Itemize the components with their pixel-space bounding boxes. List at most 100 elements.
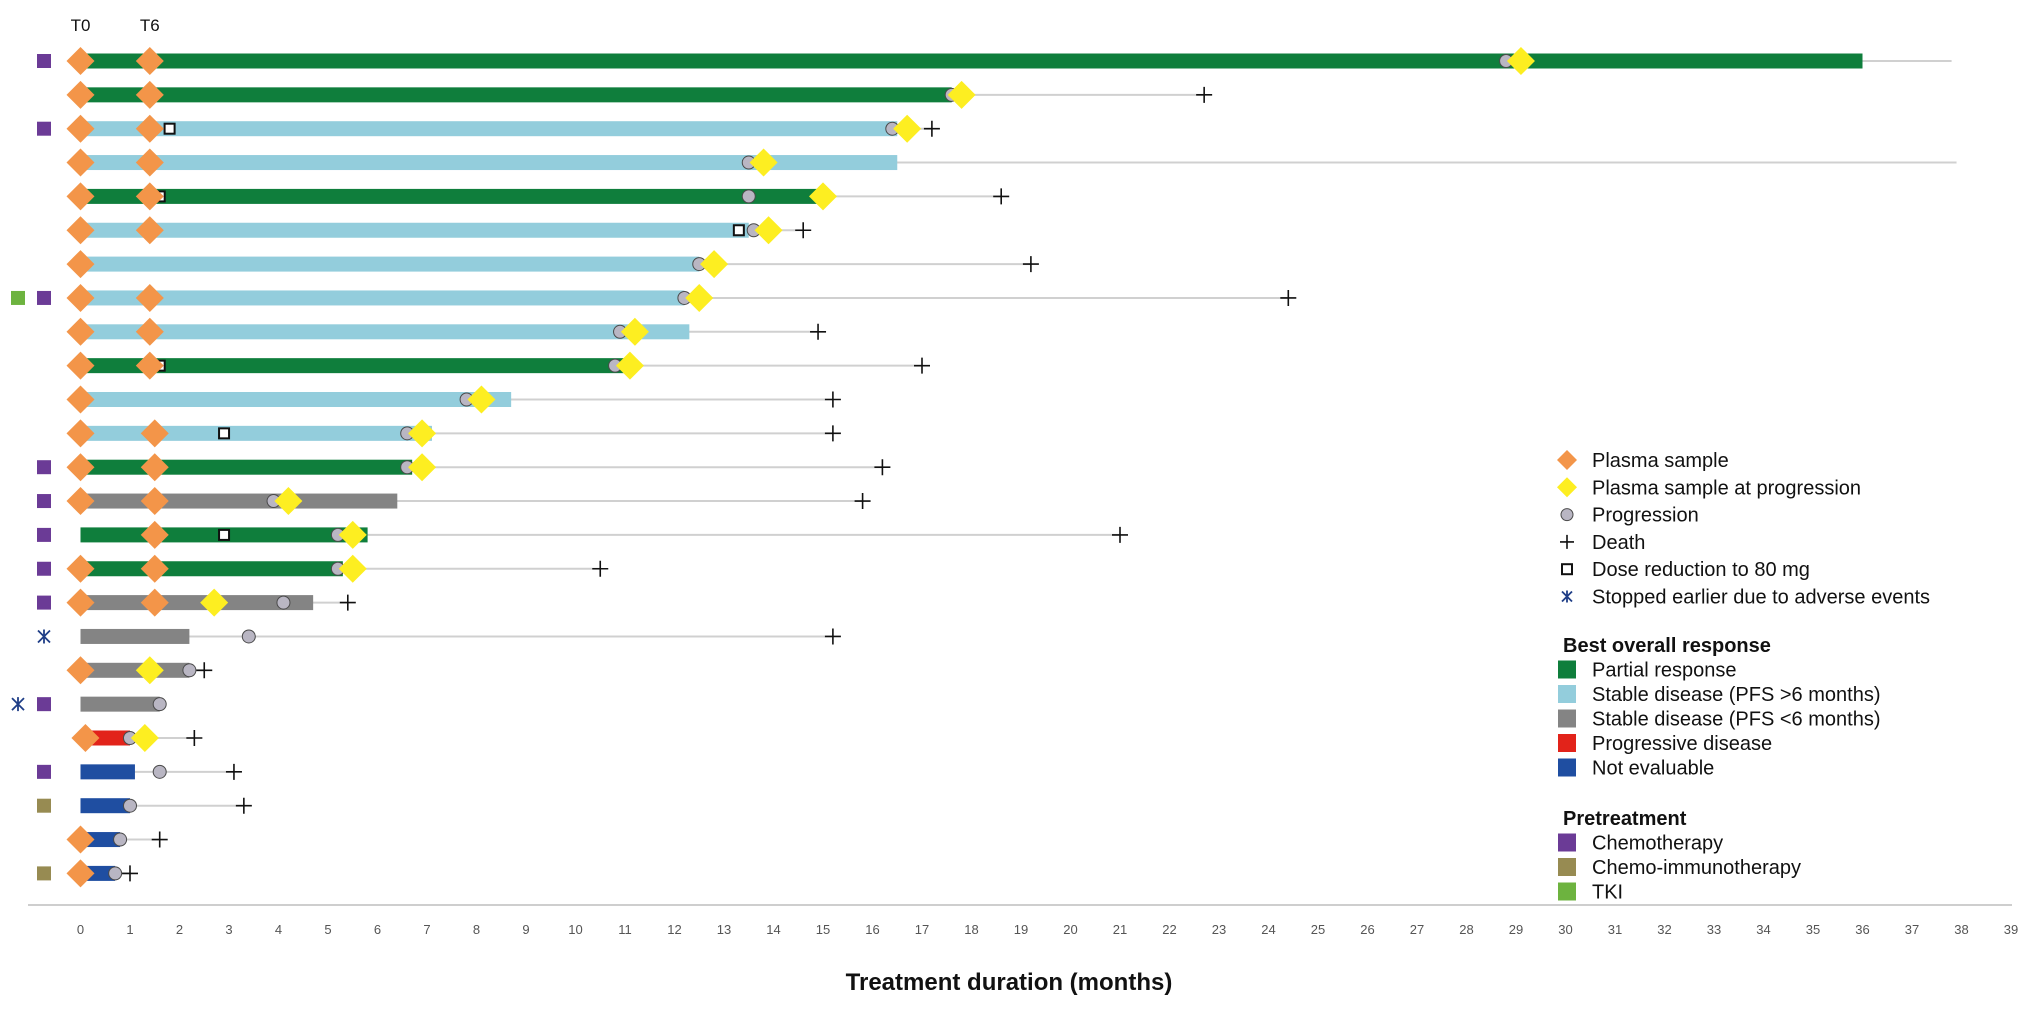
plasma-sample-marker xyxy=(135,283,164,312)
plasma-sample-marker xyxy=(140,453,169,482)
plasma-progression-marker xyxy=(809,182,837,211)
x-tick-label: 20 xyxy=(1063,922,1077,937)
plasma-progression-marker xyxy=(135,656,164,685)
legend-label-plasma_prog: Plasma sample at progression xyxy=(1592,477,1861,499)
plasma-progression-marker xyxy=(615,351,644,380)
plasma-progression-marker xyxy=(338,554,367,583)
death-marker xyxy=(1022,256,1039,273)
legend-label-progression: Progression xyxy=(1592,505,1699,527)
x-tick-label: 31 xyxy=(1608,922,1622,937)
legend-plasma-icon xyxy=(1557,450,1577,470)
plasma-progression-marker xyxy=(947,80,976,109)
dose-reduction-marker xyxy=(218,528,231,541)
pretreatment-marker xyxy=(37,121,51,136)
legend-pretreatment-title: Pretreatment xyxy=(1563,808,1687,830)
response-bar xyxy=(80,188,823,204)
x-tick-label: 16 xyxy=(865,922,879,937)
x-tick-label: 19 xyxy=(1014,922,1028,937)
x-tick-label: 39 xyxy=(2004,922,2018,937)
death-marker xyxy=(1196,86,1213,103)
death-marker xyxy=(824,425,841,442)
x-tick-label: 1 xyxy=(126,922,133,937)
legend-response-swatch xyxy=(1558,709,1576,728)
plasma-progression-marker xyxy=(754,216,783,245)
plasma-sample-marker xyxy=(66,656,95,685)
response-bar xyxy=(80,764,135,780)
plasma-progression-marker xyxy=(338,520,367,549)
legend-dose-reduction-icon xyxy=(1561,563,1573,576)
plasma-sample-marker xyxy=(140,554,169,583)
death-marker xyxy=(923,120,940,137)
pretreatment-marker xyxy=(37,290,51,305)
death-marker xyxy=(235,797,252,814)
x-tick-label: 18 xyxy=(964,922,978,937)
death-marker xyxy=(854,493,871,510)
legend-response-label: Not evaluable xyxy=(1592,758,1714,780)
response-bar xyxy=(80,222,749,238)
pretreatment-marker xyxy=(37,460,51,475)
plasma-progression-marker xyxy=(893,114,922,143)
death-marker xyxy=(186,730,203,746)
adverse-event-icon xyxy=(37,629,51,644)
x-tick-label: 28 xyxy=(1459,922,1473,937)
plasma-sample-marker xyxy=(135,47,164,75)
plasma-sample-marker xyxy=(135,148,164,177)
x-tick-label: 32 xyxy=(1657,922,1671,937)
pretreatment-marker xyxy=(37,527,51,542)
plasma-progression-marker xyxy=(200,588,229,617)
x-tick-label: 4 xyxy=(275,922,282,937)
legend-response-swatch xyxy=(1558,734,1576,752)
adverse-event-icon xyxy=(11,697,25,712)
plasma-sample-marker xyxy=(140,588,169,617)
progression-marker xyxy=(113,832,128,847)
plasma-sample-marker xyxy=(66,114,95,143)
plasma-sample-marker xyxy=(140,520,169,549)
pretreatment-marker xyxy=(37,561,51,576)
death-marker xyxy=(196,662,213,679)
progression-marker xyxy=(182,663,197,678)
plasma-sample-marker xyxy=(66,825,95,854)
death-marker xyxy=(122,865,138,882)
plasma-sample-marker xyxy=(66,453,95,482)
plasma-sample-marker xyxy=(135,216,164,245)
plasma-sample-marker xyxy=(66,250,95,279)
death-marker xyxy=(795,222,812,239)
response-bar xyxy=(80,358,625,374)
x-tick-label: 37 xyxy=(1905,922,1919,937)
death-marker xyxy=(339,594,356,611)
progression-marker xyxy=(741,189,756,204)
legend-pretreatment-label: Chemotherapy xyxy=(1592,833,1723,855)
x-tick-label: 13 xyxy=(717,922,731,937)
x-tick-label: 23 xyxy=(1212,922,1226,937)
response-bar xyxy=(80,561,343,577)
x-tick-label: 6 xyxy=(374,922,381,937)
pretreatment-marker xyxy=(11,290,25,305)
x-tick-label: 15 xyxy=(816,922,830,937)
response-bar xyxy=(80,324,690,340)
x-tick-label: 36 xyxy=(1855,922,1869,937)
legend-pretreatment-label: Chemo-immunotherapy xyxy=(1592,857,1801,879)
plasma-sample-marker xyxy=(66,588,95,617)
x-tick-label: 30 xyxy=(1558,922,1572,937)
plasma-sample-marker xyxy=(66,487,95,516)
death-marker xyxy=(824,628,841,645)
plasma-sample-marker xyxy=(135,114,164,143)
dose-reduction-marker xyxy=(218,427,231,440)
x-tick-label: 14 xyxy=(766,922,780,937)
plasma-progression-marker xyxy=(408,419,437,448)
death-marker xyxy=(225,763,242,780)
plasma-progression-marker xyxy=(700,250,729,279)
x-tick-label: 3 xyxy=(225,922,232,937)
legend-pretreatment-label: TKI xyxy=(1592,882,1623,904)
legend-label-death: Death xyxy=(1592,532,1645,554)
legend-response-swatch xyxy=(1558,758,1576,777)
response-bar xyxy=(80,425,432,441)
legend-label-dose_reduction: Dose reduction to 80 mg xyxy=(1592,559,1810,581)
x-tick-label: 29 xyxy=(1509,922,1523,937)
legend-progression-icon xyxy=(1560,508,1574,522)
legend-plasma-progression-icon xyxy=(1557,477,1577,498)
legend-response-swatch xyxy=(1558,685,1576,703)
legend-death-icon xyxy=(1560,534,1574,549)
legend-response-label: Stable disease (PFS >6 months) xyxy=(1592,684,1880,706)
